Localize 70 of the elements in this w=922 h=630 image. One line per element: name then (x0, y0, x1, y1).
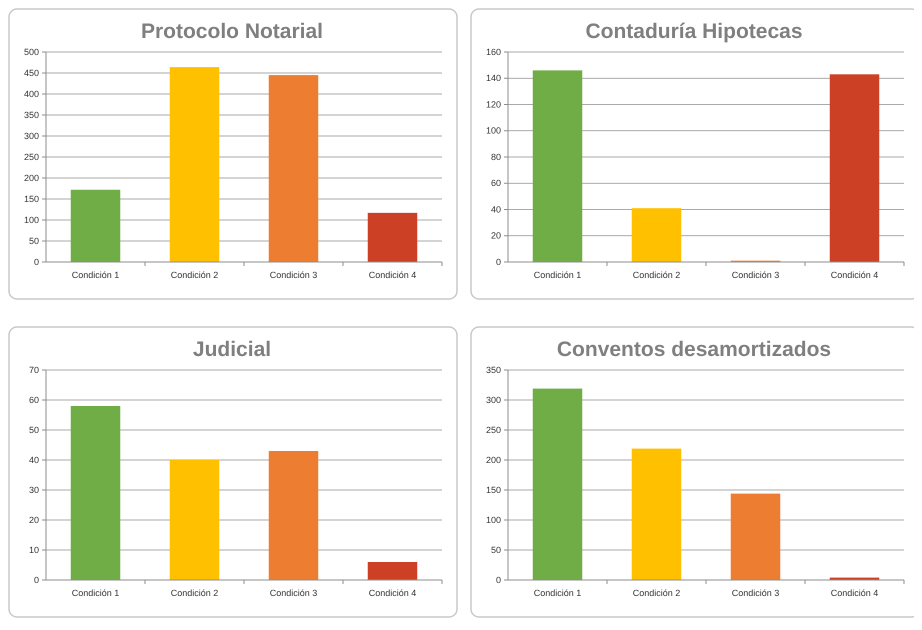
x-tick-label: Condición 1 (72, 270, 120, 280)
bar (532, 388, 582, 580)
y-tick-label: 150 (24, 194, 39, 204)
bar (830, 74, 880, 262)
y-tick-label: 10 (28, 544, 39, 555)
y-tick-label: 80 (490, 152, 501, 162)
bar (730, 494, 780, 580)
x-tick-label: Condición 2 (632, 588, 680, 598)
y-tick-label: 100 (486, 514, 501, 525)
x-tick-label: Condición 1 (72, 588, 120, 598)
y-tick-label: 350 (24, 110, 39, 120)
y-tick-label: 50 (490, 544, 501, 555)
x-tick-label: Condición 2 (170, 588, 218, 598)
chart-title: Contaduría Hipotecas (585, 20, 803, 43)
y-tick-label: 500 (24, 46, 39, 57)
y-tick-label: 140 (486, 73, 501, 84)
y-tick-label: 40 (490, 204, 501, 214)
bar (532, 70, 582, 262)
bar (632, 448, 682, 580)
y-tick-label: 300 (24, 130, 39, 141)
bar (70, 190, 120, 262)
x-tick-label: Condición 4 (830, 270, 878, 280)
y-tick-label: 200 (486, 454, 501, 465)
y-tick-label: 160 (486, 46, 501, 57)
y-tick-label: 50 (28, 236, 39, 246)
y-tick-label: 20 (490, 230, 501, 241)
y-tick-label: 450 (24, 68, 39, 78)
bar (70, 406, 120, 580)
y-tick-label: 0 (496, 574, 501, 585)
y-tick-label: 120 (486, 99, 501, 110)
y-tick-label: 20 (28, 514, 39, 525)
y-tick-label: 50 (28, 424, 39, 435)
y-tick-label: 60 (28, 394, 39, 405)
bar (632, 208, 682, 262)
y-tick-label: 0 (34, 256, 39, 267)
chart-title: Protocolo Notarial (140, 20, 324, 43)
x-tick-label: Condición 1 (534, 588, 582, 598)
y-tick-label: 40 (28, 454, 39, 465)
bar (368, 212, 418, 262)
chart-title: Judicial (192, 338, 272, 361)
x-tick-label: Condición 2 (632, 270, 680, 280)
bar (170, 460, 220, 580)
y-tick-label: 0 (496, 256, 501, 267)
y-tick-label: 0 (34, 574, 39, 585)
y-tick-label: 400 (24, 88, 39, 99)
y-tick-label: 300 (486, 394, 501, 405)
x-tick-label: Condición 4 (368, 588, 416, 598)
y-tick-label: 250 (486, 424, 501, 435)
y-tick-label: 250 (24, 152, 39, 162)
y-tick-label: 100 (486, 126, 501, 136)
y-tick-label: 100 (24, 214, 39, 225)
y-tick-label: 200 (24, 172, 39, 183)
y-tick-label: 70 (28, 364, 39, 375)
bar (368, 562, 418, 580)
x-tick-label: Condición 3 (270, 270, 318, 280)
bar (268, 451, 318, 580)
x-tick-label: Condición 2 (170, 270, 218, 280)
x-tick-label: Condición 3 (732, 588, 780, 598)
y-tick-label: 60 (490, 178, 501, 188)
x-tick-label: Condición 1 (534, 270, 582, 280)
x-tick-label: Condición 3 (732, 270, 780, 280)
chart-title: Conventos desamortizados (556, 338, 832, 361)
y-tick-label: 150 (486, 484, 501, 495)
y-tick-label: 350 (486, 364, 501, 375)
bar (268, 75, 318, 262)
y-tick-label: 30 (28, 484, 39, 495)
x-tick-label: Condición 3 (270, 588, 318, 598)
x-tick-label: Condición 4 (830, 588, 878, 598)
x-tick-label: Condición 4 (368, 270, 416, 280)
bar (170, 67, 220, 262)
